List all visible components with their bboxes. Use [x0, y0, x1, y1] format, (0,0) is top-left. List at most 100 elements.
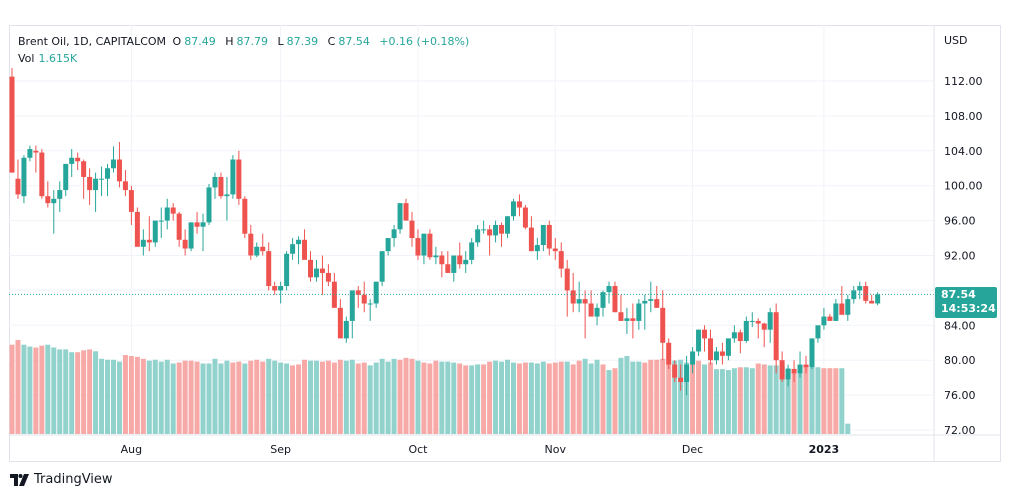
- volume-bar: [558, 361, 564, 434]
- volume-bar: [696, 360, 702, 434]
- candle-body: [69, 157, 75, 164]
- candle: [678, 364, 684, 391]
- symbol-title[interactable]: Brent Oil, 1D, CAPITALCOM: [18, 35, 167, 48]
- volume-bar: [302, 359, 308, 434]
- candle-body: [672, 364, 678, 378]
- price-tick-label: 100.00: [944, 180, 983, 193]
- candle: [767, 307, 773, 343]
- candle: [75, 152, 81, 170]
- volume-bar: [248, 360, 254, 434]
- candle: [791, 360, 797, 383]
- candle: [158, 207, 164, 239]
- volume-bar: [493, 360, 499, 434]
- candle: [481, 220, 487, 234]
- candle: [594, 303, 600, 326]
- volume-bar: [528, 362, 534, 434]
- volume-bar: [767, 365, 773, 434]
- candle-body: [164, 207, 170, 221]
- candle: [702, 325, 708, 352]
- candle: [505, 216, 511, 239]
- candle: [546, 220, 552, 256]
- candle-body: [87, 176, 93, 191]
- price-tick-label: 76.00: [944, 389, 976, 402]
- volume-bar: [427, 363, 433, 434]
- candle-body: [600, 292, 606, 308]
- candle: [194, 211, 200, 234]
- candle-body: [122, 181, 128, 191]
- candle-body: [337, 307, 343, 339]
- volume-bar: [355, 363, 361, 434]
- candle-body: [218, 176, 224, 197]
- volume-bar: [797, 367, 803, 434]
- volume-bar: [785, 368, 791, 434]
- candle: [869, 294, 875, 304]
- candle-body: [463, 259, 469, 265]
- candle: [534, 238, 540, 260]
- volume-bar: [110, 359, 116, 434]
- last-price-badge: 87.54 14:53:24: [935, 287, 997, 318]
- time-tick-label: 2023: [809, 443, 840, 456]
- candle: [361, 281, 367, 313]
- candle: [475, 224, 481, 247]
- volume-bar: [743, 367, 749, 434]
- candle-body: [630, 318, 636, 321]
- candlestick-chart[interactable]: USD 112.00 108.00 104.00 100.00 96.00 92.00 84…: [9, 25, 1001, 462]
- candle-body: [821, 316, 827, 326]
- volume-bar: [361, 362, 367, 434]
- candle-body: [176, 213, 182, 240]
- volume-bar: [391, 358, 397, 434]
- candle-body: [493, 224, 499, 236]
- volume-bar: [809, 367, 815, 434]
- volume-bar: [642, 362, 648, 434]
- candle: [176, 211, 182, 247]
- candle-body: [158, 220, 164, 222]
- candle-body: [33, 150, 39, 153]
- volume-bar: [690, 362, 696, 434]
- candle: [803, 355, 809, 374]
- candle: [660, 290, 666, 361]
- volume-bar: [206, 363, 212, 434]
- candle: [725, 338, 731, 361]
- candle: [797, 351, 803, 378]
- volume-bar: [672, 360, 678, 434]
- candle-body: [397, 203, 403, 230]
- candle: [719, 342, 725, 365]
- candle: [188, 222, 194, 252]
- candle-body: [528, 227, 534, 252]
- candle-body: [737, 332, 743, 342]
- candle: [421, 233, 427, 265]
- candle-body: [373, 281, 379, 304]
- time-tick-label: Oct: [408, 443, 428, 456]
- volume-bar: [779, 366, 785, 434]
- candle: [331, 272, 337, 308]
- candle-body: [421, 233, 427, 256]
- candle: [863, 281, 869, 304]
- volume-bar: [606, 370, 612, 434]
- volume-bar: [260, 361, 266, 434]
- volume-bar: [33, 347, 39, 434]
- candle: [319, 255, 325, 295]
- candle-body: [146, 239, 152, 243]
- volume-bar: [313, 360, 319, 434]
- volume-bar: [122, 355, 128, 434]
- candle-body: [570, 290, 576, 304]
- candle: [355, 286, 361, 308]
- volume-bar: [236, 361, 242, 434]
- candle: [875, 292, 881, 306]
- candle: [325, 264, 331, 287]
- footer-brand[interactable]: TradingView: [10, 472, 113, 487]
- volume-bar: [666, 361, 672, 434]
- volume-bar: [415, 360, 421, 434]
- volume-bar: [445, 361, 451, 434]
- candle-body: [869, 300, 875, 304]
- volume-bar: [194, 361, 200, 434]
- candle-body: [39, 152, 45, 197]
- candle: [516, 194, 522, 217]
- brand-name: TradingView: [34, 472, 113, 487]
- volume-bars: [9, 340, 851, 434]
- volume-label[interactable]: Vol: [18, 52, 35, 65]
- volume-bar: [367, 365, 373, 434]
- candle-body: [678, 377, 684, 383]
- candle-body: [140, 239, 146, 247]
- volume-bar: [522, 362, 528, 434]
